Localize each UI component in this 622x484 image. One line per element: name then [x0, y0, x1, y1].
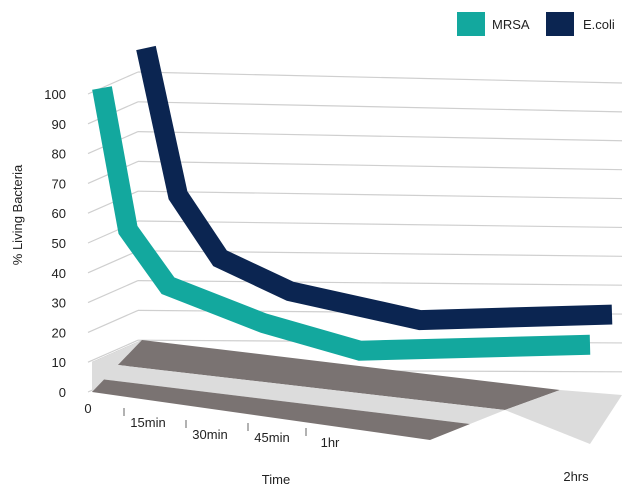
- y-axis-title: % Living Bacteria: [10, 164, 25, 265]
- series-line-mrsa: [92, 86, 591, 361]
- gridline-depth: [87, 339, 139, 363]
- gridline: [137, 71, 622, 84]
- legend-swatch-mrsa: [457, 12, 485, 36]
- x-tick-label: 1hr: [321, 435, 340, 450]
- y-tick-label: 10: [52, 355, 66, 370]
- y-tick-label: 0: [59, 385, 66, 400]
- chart-floor: [92, 340, 622, 444]
- x-tick-label: 30min: [192, 427, 227, 442]
- y-tick-label: 20: [52, 325, 66, 340]
- floor-stripe: [92, 340, 560, 410]
- gridline: [137, 101, 622, 113]
- y-tick-label: 50: [52, 236, 66, 251]
- gridline-depth: [87, 250, 139, 274]
- y-axis-ticks: 0 10 20 30 40 50 60 70 80 90 100: [44, 87, 66, 400]
- gridline: [137, 160, 622, 171]
- gridline: [137, 190, 622, 200]
- y-tick-label: 90: [52, 117, 66, 132]
- x-tick-label: 0: [84, 401, 91, 416]
- y-tick-label: 80: [52, 147, 66, 162]
- x-axis-ticks: 0 15min 30min 45min 1hr 2hrs: [84, 401, 589, 484]
- floor-stripe: [92, 378, 470, 440]
- gridline-depth: [87, 280, 139, 304]
- legend-label-ecoli: E.coli: [583, 17, 615, 32]
- x-tick-label: 2hrs: [563, 469, 589, 484]
- floor-stripe: [92, 362, 505, 424]
- gridline: [137, 280, 622, 286]
- x-axis-title: Time: [262, 472, 290, 484]
- y-tick-label: 100: [44, 87, 66, 102]
- floor-stripe: [505, 390, 622, 444]
- legend-label-mrsa: MRSA: [492, 17, 530, 32]
- x-tick-label: 15min: [130, 415, 165, 430]
- floor-stripe: [92, 340, 142, 392]
- legend: MRSA E.coli: [457, 12, 615, 36]
- y-tick-label: 30: [52, 296, 66, 311]
- y-tick-label: 70: [52, 176, 66, 191]
- gridline: [137, 131, 622, 142]
- series-lines: [92, 45, 613, 361]
- series-line-ecoli: [136, 45, 613, 331]
- gridline: [137, 220, 622, 229]
- gridline-depth: [87, 309, 139, 333]
- x-tick-label: 45min: [254, 430, 289, 445]
- y-tick-label: 40: [52, 266, 66, 281]
- legend-swatch-ecoli: [546, 12, 574, 36]
- y-tick-label: 60: [52, 206, 66, 221]
